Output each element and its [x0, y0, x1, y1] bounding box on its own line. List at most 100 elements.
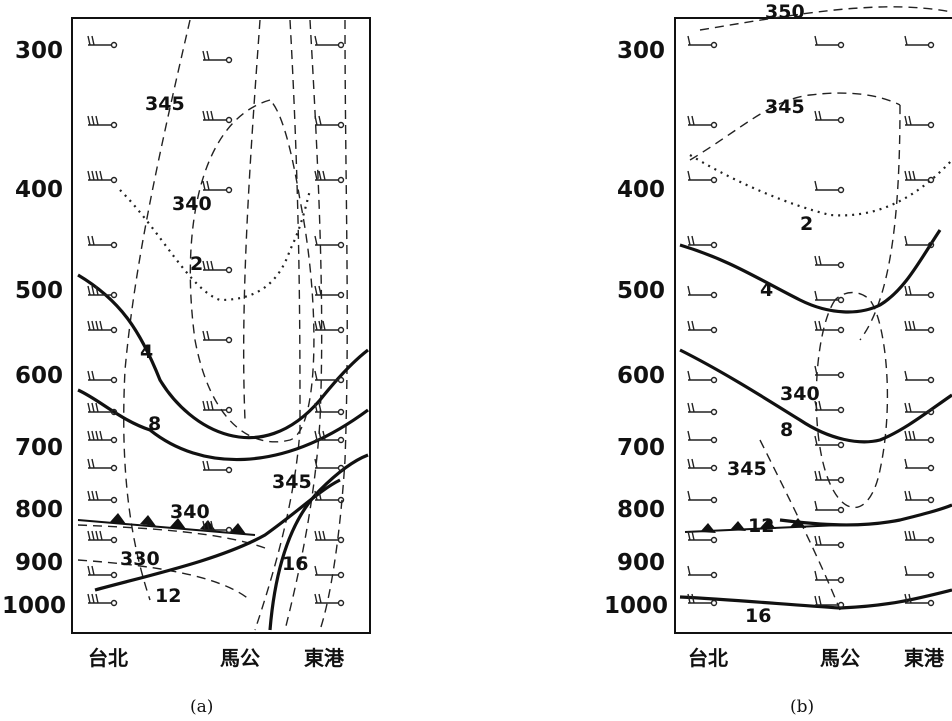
wind-barb-icon [314, 370, 345, 384]
wind-barb-icon [87, 170, 118, 184]
panel-b-caption: (b) [790, 697, 814, 717]
panel-a-isentropes [77, 19, 348, 631]
isentrope-east-4 [242, 19, 261, 421]
wind-barb-icon [314, 530, 345, 544]
wind-barb-icon [814, 595, 845, 609]
isentrope-345-low [759, 439, 841, 611]
wind-barb-icon [904, 593, 935, 607]
y-tick-700: 700 [15, 435, 63, 461]
panel-b-cold-front [684, 518, 841, 533]
panel-b-isentropes [689, 6, 952, 611]
mixing-label: 4 [760, 279, 773, 301]
mixing-label: 8 [148, 413, 161, 435]
wind-barb-icon [202, 400, 233, 414]
theta-label: 330 [120, 548, 160, 570]
wind-barb-icon [904, 235, 935, 249]
wind-barb-icon [87, 285, 118, 299]
front-triangle [140, 515, 156, 526]
y-tick-300: 300 [617, 38, 665, 64]
panel-b-contour-labels: 350 345 340 345 2 4 8 12 16 [727, 1, 820, 627]
panel-a-caption: (a) [190, 697, 213, 717]
wind-barb-icon [687, 370, 718, 384]
front-triangle [110, 513, 126, 524]
wind-barb-icon [314, 170, 345, 184]
mixing-label: 2 [800, 213, 813, 235]
y-tick-400: 400 [15, 177, 63, 203]
wind-barb-icon [202, 460, 233, 474]
y-tick-300: 300 [15, 38, 63, 64]
panel-a-contour-labels: 345 340 340 345 330 2 4 8 12 16 [120, 93, 312, 607]
panel-a-frame [71, 17, 371, 634]
isentrope-east-2 [284, 19, 323, 631]
wind-barb-icon [687, 285, 718, 299]
y-tick-500: 500 [617, 278, 665, 304]
wind-barb-icon [904, 458, 935, 472]
wind-barb-icon [314, 320, 345, 334]
wind-barb-icon [814, 435, 845, 449]
wind-barb-icon [314, 458, 345, 472]
front-triangle [760, 519, 776, 529]
wind-barb-icon [814, 255, 845, 269]
wind-barb-icon [314, 490, 345, 504]
wind-barb-icon [87, 402, 118, 416]
mixing-label: 12 [748, 515, 774, 537]
panel-b: 300 400 500 600 700 800 900 1000 台北 馬公 東… [604, 1, 952, 717]
y-tick-700: 700 [617, 435, 665, 461]
panel-b-station-donggang: 東港 [904, 646, 945, 670]
wind-barb-icon [814, 290, 845, 304]
wind-barb-icon [314, 430, 345, 444]
wind-barb-icon [314, 35, 345, 49]
panel-a-front-line [77, 519, 256, 536]
isentrope-345-west [123, 19, 191, 601]
isentrope-340-inner [189, 99, 315, 443]
panel-b-frame [674, 17, 952, 634]
front-triangle [730, 521, 746, 531]
panel-a: 300 400 500 600 700 800 900 1000 台北 馬公 東… [2, 17, 371, 717]
wind-barb-icon [687, 530, 718, 544]
y-tick-1000: 1000 [604, 593, 668, 619]
wind-barb-icon [904, 35, 935, 49]
mixing-label: 16 [282, 553, 308, 575]
wind-barb-icon [814, 470, 845, 484]
wind-barb-icon [202, 50, 233, 64]
panel-a-mixing-lines [77, 273, 369, 631]
wind-barb-icon [814, 35, 845, 49]
panel-a-station-magong: 馬公 [220, 646, 260, 670]
mixing-label: 12 [155, 585, 181, 607]
theta-label: 345 [145, 93, 185, 115]
wind-barb-icon [87, 235, 118, 249]
y-tick-800: 800 [15, 497, 63, 523]
theta-label: 340 [170, 501, 210, 523]
wind-barb-icon [314, 235, 345, 249]
y-tick-500: 500 [15, 278, 63, 304]
isentrope-350 [699, 6, 952, 31]
wind-barb-icon [87, 458, 118, 472]
isentrope-east-3 [319, 19, 348, 631]
wind-barb-icon [814, 570, 845, 584]
mixing-label: 4 [140, 341, 153, 363]
wind-barb-icon [202, 180, 233, 194]
wind-barb-icon [687, 490, 718, 504]
wind-barb-icon [87, 320, 118, 334]
y-tick-600: 600 [15, 363, 63, 389]
y-tick-600: 600 [617, 363, 665, 389]
panel-a-station-donggang: 東港 [304, 646, 345, 670]
wind-barb-icon [814, 365, 845, 379]
wind-barb-icon [904, 530, 935, 544]
mixing-line-4 [679, 229, 942, 314]
theta-label: 345 [727, 458, 767, 480]
wind-barb-icon [687, 35, 718, 49]
panel-a-cold-front [77, 513, 256, 536]
wind-barb-icon [87, 490, 118, 504]
mixing-line-16 [268, 453, 369, 631]
wind-barb-icon [814, 110, 845, 124]
wind-barb-icon [202, 110, 233, 124]
front-triangle [790, 518, 806, 528]
wind-barb-icon [904, 430, 935, 444]
mixing-label: 8 [780, 419, 793, 441]
wind-barb-icon [904, 170, 935, 184]
theta-label: 350 [765, 1, 805, 23]
wind-barb-icon [814, 180, 845, 194]
y-tick-900: 900 [15, 550, 63, 576]
